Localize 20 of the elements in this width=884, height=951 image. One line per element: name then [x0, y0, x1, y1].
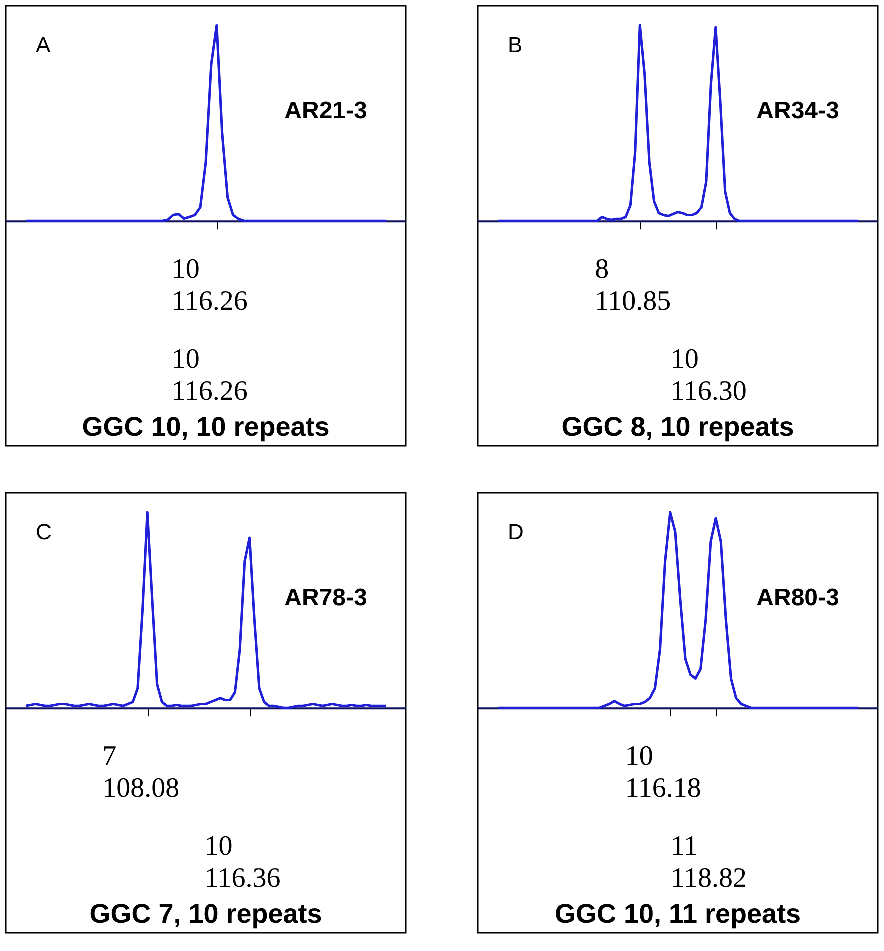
text: AR34-3	[756, 98, 840, 125]
text: 10 116.26	[172, 254, 248, 318]
chart-title: C	[36, 520, 52, 545]
text: 10 116.36	[204, 831, 281, 894]
text: AR21-3	[284, 98, 368, 125]
text: AR78-3	[284, 584, 368, 612]
x-axis-title: GGC 10, 10 repeats	[82, 412, 330, 442]
text: 10 116.26	[172, 344, 248, 408]
x-axis-title: GGC 7, 10 repeats	[90, 899, 322, 929]
text: 10 116.18	[625, 741, 702, 804]
chart-title: D	[508, 520, 524, 545]
x-axis-title: GGC 10, 11 repeats	[554, 899, 802, 929]
text: 11 118.82	[671, 831, 747, 894]
text: AR80-3	[756, 584, 840, 612]
text: 10 116.30	[670, 344, 747, 408]
text: 8 110.85	[595, 254, 672, 318]
chart-title: A	[36, 32, 51, 58]
text: 7 108.08	[102, 741, 180, 804]
chart-title: B	[508, 32, 523, 58]
x-axis-title: GGC 8, 10 repeats	[562, 412, 794, 442]
